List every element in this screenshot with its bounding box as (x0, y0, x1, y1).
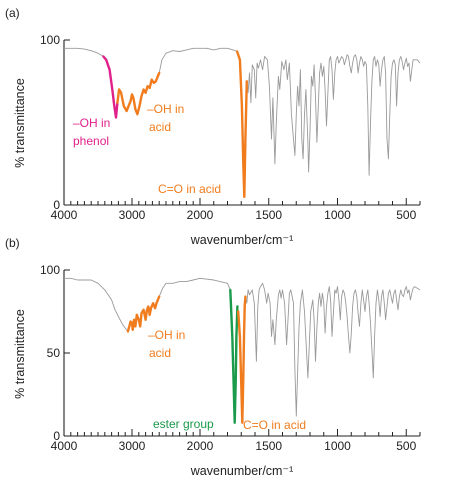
y-axis-title-a: % transmittance (13, 78, 27, 168)
x-axis-title-a: wavenumber/cm⁻¹ (190, 233, 293, 247)
x-tick-label: 500 (396, 439, 416, 453)
y-axis-title-b: % transmittance (13, 309, 27, 399)
x-tick-label: 4000 (51, 439, 78, 453)
y-tick-label: 100 (40, 33, 60, 47)
annotation-acid-oh-line1-b: –OH in (148, 328, 185, 342)
highlight-acid-oh-b (126, 295, 161, 333)
x-tick-label: 1000 (324, 208, 351, 222)
annotation-phenol-line1-a: –OH in (73, 116, 110, 130)
x-tick-label: 3000 (119, 439, 146, 453)
y-tick-label: 50 (47, 346, 61, 360)
x-tick-label: 2000 (187, 208, 214, 222)
x-tick-label: 4000 (51, 208, 78, 222)
highlight-phenol-oh-a (102, 55, 119, 119)
panel-a: (a) % transmittance 4000 3000 2000 1500 1000… (5, 6, 421, 247)
annotation-carbonyl-b: C=O in acid (243, 418, 306, 432)
highlight-carbonyl-b (237, 295, 247, 424)
highlight-carbonyl-a (235, 50, 248, 198)
annotation-ester-b: ester group (153, 417, 214, 431)
x-tick-label: 500 (396, 208, 416, 222)
x-ticks-b: 4000 3000 2000 1500 1000 500 (51, 429, 421, 453)
y-ticks-b: 0 50 100 (40, 263, 70, 443)
x-tick-label: 2000 (187, 439, 214, 453)
x-axis-title-b: wavenumber/cm⁻¹ (190, 464, 293, 478)
y-ticks-a: 0 100 (40, 33, 70, 212)
highlight-ester-b (229, 288, 239, 424)
annotation-phenol-line2-a: phenol (73, 134, 109, 148)
annotation-carbonyl-a: C=O in acid (158, 182, 221, 196)
panel-b: (b) % transmittance 4000 3000 2000 1500 1000… (5, 236, 421, 478)
x-tick-label: 3000 (119, 208, 146, 222)
annotation-acid-oh-line2-a: acid (149, 120, 171, 134)
x-tick-label: 1500 (255, 439, 282, 453)
y-tick-label: 100 (40, 263, 60, 277)
x-tick-label: 1000 (324, 439, 351, 453)
annotation-acid-oh-line2-b: acid (149, 346, 171, 360)
x-tick-label: 1500 (255, 208, 282, 222)
panel-label-a: (a) (5, 6, 20, 20)
annotation-acid-oh-line1-a: –OH in (147, 102, 184, 116)
y-tick-label: 0 (53, 429, 60, 443)
highlight-acid-oh-a (116, 71, 161, 116)
panel-label-b: (b) (5, 236, 20, 250)
y-tick-label: 0 (53, 198, 60, 212)
x-ticks-a: 4000 3000 2000 1500 1000 500 (51, 198, 421, 222)
